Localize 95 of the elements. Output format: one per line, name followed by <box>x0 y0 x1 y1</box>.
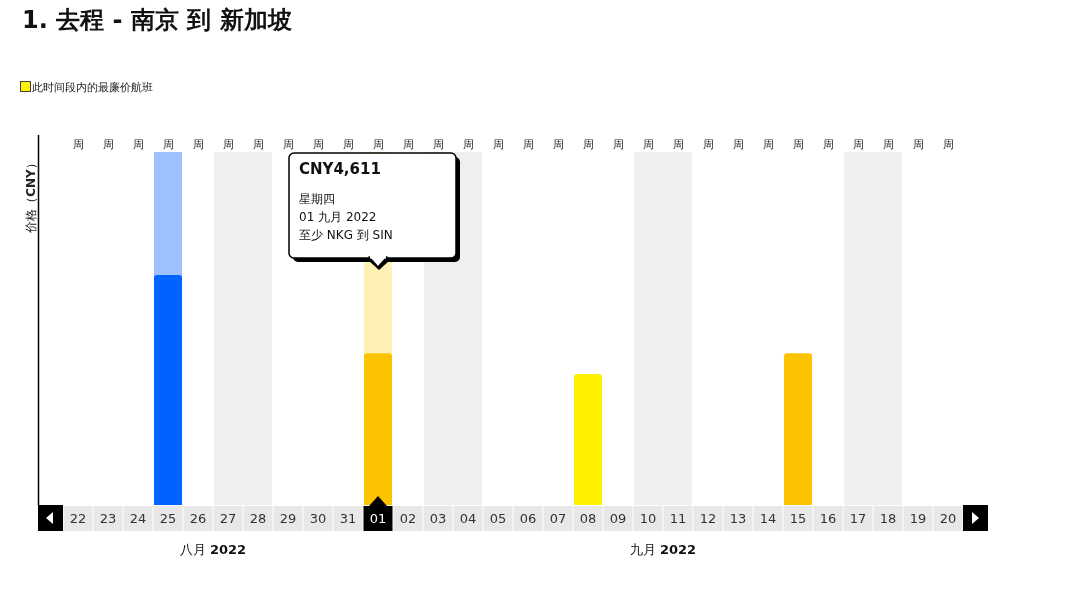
x-tick-cell: 02 <box>393 506 423 531</box>
x-tick-label: 06 <box>519 511 537 526</box>
x-tick-label: 02 <box>399 511 417 526</box>
x-tick-label: 15 <box>789 511 807 526</box>
text: 周 <box>822 138 834 151</box>
text: 周 <box>522 138 534 151</box>
x-tick-label: 24 <box>129 511 147 526</box>
x-tick-label: 16 <box>819 511 837 526</box>
x-tick-label: 12 <box>699 511 717 526</box>
text: 周 <box>852 138 864 151</box>
x-tick-label: 19 <box>909 511 927 526</box>
x-tick-cell: 13 <box>723 506 753 531</box>
text: 周 <box>732 138 744 151</box>
text: 周 <box>462 138 474 151</box>
x-tick-cell: 05 <box>483 506 513 531</box>
text: 周 <box>612 138 624 151</box>
x-tick-label: 01 <box>369 511 387 526</box>
x-tick-cell: 15 <box>783 506 813 531</box>
text: 周 <box>552 138 564 151</box>
text: 周 <box>582 138 594 151</box>
text: 周 <box>882 138 894 151</box>
text: 周 <box>282 138 294 151</box>
x-tick-cell: 06 <box>513 506 543 531</box>
x-tick-label: 05 <box>489 511 507 526</box>
x-tick-label: 07 <box>549 511 567 526</box>
x-tick-label: 03 <box>429 511 447 526</box>
text: 周 <box>792 138 804 151</box>
text: 周 <box>912 138 924 151</box>
x-tick-cell: 22 <box>63 506 93 531</box>
x-tick-label: 20 <box>939 511 957 526</box>
x-tick-label: 25 <box>159 511 177 526</box>
x-tick-cell: 23 <box>93 506 123 531</box>
text: 周 <box>372 138 384 151</box>
x-tick-cell: 10 <box>633 506 663 531</box>
x-tick-cell: 18 <box>873 506 903 531</box>
x-tick-label: 13 <box>729 511 747 526</box>
text: 周 <box>702 138 714 151</box>
x-tick-label: 10 <box>639 511 657 526</box>
text: 周 <box>432 138 444 151</box>
y-axis-title: 价格（CNY） <box>24 157 38 234</box>
x-tick-label: 11 <box>669 511 687 526</box>
text: 周 <box>102 138 114 151</box>
text: 周 <box>492 138 504 151</box>
x-tick-cell: 31 <box>333 506 363 531</box>
x-tick-cell: 07 <box>543 506 573 531</box>
x-tick-label: 04 <box>459 511 477 526</box>
text: 九月 2022 <box>629 542 697 557</box>
text: 周 <box>762 138 774 151</box>
x-tick-cell: 08 <box>573 506 603 531</box>
text: 周 <box>72 138 84 151</box>
text: 周 <box>342 138 354 151</box>
text: 周 <box>942 138 954 151</box>
x-tick-cell: 27 <box>213 506 243 531</box>
text: 周 <box>252 138 264 151</box>
x-tick-label: 14 <box>759 511 777 526</box>
x-tick-cell: 19 <box>903 506 933 531</box>
x-tick-label: 18 <box>879 511 897 526</box>
x-tick-cell: 17 <box>843 506 873 531</box>
x-tick-cell: 12 <box>693 506 723 531</box>
x-tick-cell: 29 <box>273 506 303 531</box>
x-tick-label: 23 <box>99 511 117 526</box>
x-tick-label: 17 <box>849 511 867 526</box>
x-tick-cell: 11 <box>663 506 693 531</box>
x-tick-cell: 03 <box>423 506 453 531</box>
x-tick-cell: 20 <box>933 506 963 531</box>
text: 八月 2022 <box>179 542 247 557</box>
x-tick-label: 31 <box>339 511 357 526</box>
band-label: CNY4,611 星期四 01 九月 2022 至少 NKG 到 SIN <box>299 160 393 242</box>
x-tick-label: 30 <box>309 511 327 526</box>
x-tick-label: 09 <box>609 511 627 526</box>
x-tick-cell: 26 <box>183 506 213 531</box>
x-tick-cell: 30 <box>303 506 333 531</box>
text: 周 <box>402 138 414 151</box>
x-tick-cell: 24 <box>123 506 153 531</box>
x-tick-label: 28 <box>249 511 267 526</box>
x-tick-label: 29 <box>279 511 297 526</box>
x-tick-cell: 28 <box>243 506 273 531</box>
text: 周 <box>132 138 144 151</box>
text: 周 <box>162 138 174 151</box>
text: 周 <box>192 138 204 151</box>
x-tick-label: 08 <box>579 511 597 526</box>
x-tick-cell: 16 <box>813 506 843 531</box>
text: 周 <box>642 138 654 151</box>
x-tick-cell: 04 <box>453 506 483 531</box>
x-tick-label: 26 <box>189 511 207 526</box>
x-tick-cell: 14 <box>753 506 783 531</box>
x-tick-label: 27 <box>219 511 237 526</box>
text: 周 <box>222 138 234 151</box>
legend: 此时间段内的最廉价航班 <box>20 81 153 94</box>
text: 周 <box>312 138 324 151</box>
x-tick-label: 22 <box>69 511 87 526</box>
x-tick-cell: 25 <box>153 506 183 531</box>
chart-title: 1. 去程 - 南京 到 新加坡 <box>22 6 292 34</box>
text: 周 <box>672 138 684 151</box>
x-tick-cell: 09 <box>603 506 633 531</box>
